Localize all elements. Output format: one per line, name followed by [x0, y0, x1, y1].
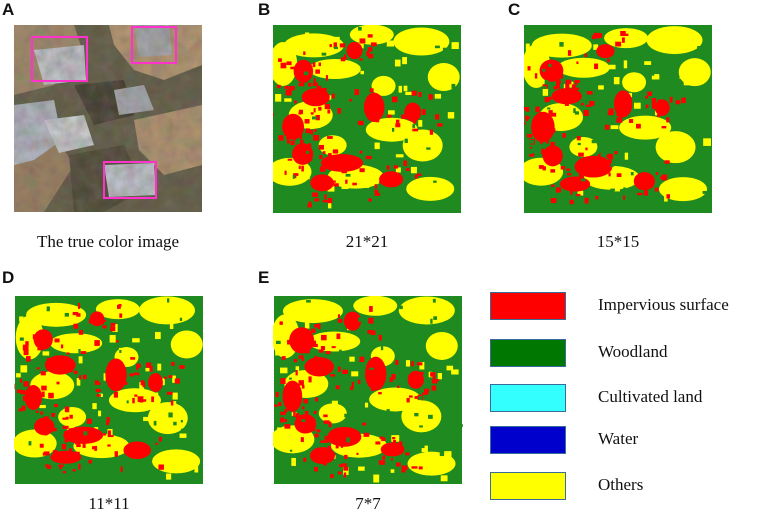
panel-b-letter: B — [258, 0, 271, 19]
legend-swatch-woodland — [490, 339, 566, 367]
panel-d-letter: D — [2, 268, 15, 287]
legend-label-others: Others — [598, 475, 644, 494]
legend-label-water: Water — [598, 429, 639, 448]
panel-e-letter: E — [258, 268, 270, 287]
panel-c-caption: 15*15 — [596, 232, 640, 251]
classification-map-15x15 — [524, 25, 712, 213]
legend-swatch-water — [490, 426, 566, 454]
legend-label-impervious: Impervious surface — [598, 295, 729, 314]
true-color-image — [14, 25, 202, 212]
legend-label-cultivated: Cultivated land — [598, 387, 703, 406]
panel-e-caption: 7*7 — [355, 494, 381, 513]
panel-a-letter: A — [2, 0, 15, 19]
panel-b-caption: 21*21 — [345, 232, 389, 251]
panel-d-caption: 11*11 — [88, 494, 130, 513]
panel-c-letter: C — [508, 0, 521, 19]
classification-map-7x7 — [273, 296, 463, 484]
legend-swatch-cultivated — [490, 384, 566, 412]
classification-map-11x11 — [14, 296, 203, 484]
legend-swatch-impervious — [490, 292, 566, 320]
panel-a-caption: The true color image — [36, 232, 180, 251]
classification-map-21x21 — [273, 25, 461, 213]
legend-label-woodland: Woodland — [598, 342, 668, 361]
legend-swatch-others — [490, 472, 566, 500]
